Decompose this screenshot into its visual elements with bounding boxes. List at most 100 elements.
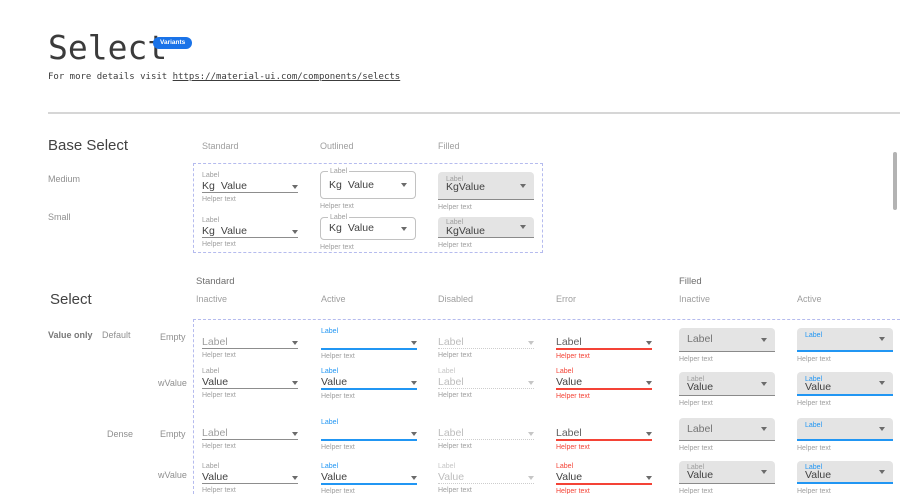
adornment-kg: Kg xyxy=(329,222,342,234)
column-header-filled-inactive: Inactive xyxy=(679,294,711,304)
select-section-heading: Select xyxy=(50,291,92,308)
helper-text: Helper text xyxy=(321,488,355,494)
dropdown-arrow-icon xyxy=(292,230,298,234)
float-label: Label xyxy=(202,217,220,224)
helper-text: Helper text xyxy=(321,444,355,451)
select-value: Value xyxy=(202,376,229,388)
base-select-filled-small[interactable]: Label KgValue Helper text xyxy=(438,217,534,249)
base-select-heading: Base Select xyxy=(48,137,129,154)
select-standard-active-wvalue[interactable]: Label Value Helper text xyxy=(321,367,417,400)
select-filled-active-wvalue[interactable]: Label Value Helper text xyxy=(797,372,893,407)
variants-badge[interactable]: Variants xyxy=(153,36,193,49)
column-header-filled: Filled xyxy=(438,141,460,151)
select-standard-error-wvalue[interactable]: Label Value Helper text xyxy=(556,367,652,400)
select-filled-inactive-wvalue-dense[interactable]: Label Value Helper text xyxy=(679,461,775,494)
select-placeholder: Label xyxy=(438,427,464,439)
helper-text: Helper text xyxy=(202,443,236,450)
underline xyxy=(556,388,652,390)
underline xyxy=(202,483,298,484)
float-label: Label xyxy=(687,464,705,471)
select-value: Value xyxy=(202,471,229,483)
float-label: Label xyxy=(805,422,823,429)
base-select-outlined-small[interactable]: Label Kg Value Helper text xyxy=(320,213,416,251)
dropdown-arrow-icon xyxy=(761,337,767,342)
dropdown-arrow-icon xyxy=(879,426,885,431)
underline xyxy=(556,348,652,350)
helper-text: Helper text xyxy=(202,241,236,248)
select-value: Value xyxy=(805,469,832,481)
helper-text: Helper text xyxy=(797,356,831,363)
float-label: Label xyxy=(438,368,456,375)
select-filled-active-wvalue-dense[interactable]: Label Value Helper text xyxy=(797,461,893,494)
select-filled-active-empty[interactable]: Label Helper text xyxy=(797,328,893,363)
select-standard-active-empty[interactable]: Label Helper text xyxy=(321,327,417,360)
underline xyxy=(321,439,417,441)
group-header-standard: Standard xyxy=(196,276,235,287)
base-select-outlined-medium[interactable]: Label Kg Value Helper text xyxy=(320,167,416,210)
select-standard-error-empty[interactable]: Label Helper text xyxy=(556,327,652,360)
underline xyxy=(321,388,417,390)
float-label: Label xyxy=(321,419,339,426)
helper-text: Helper text xyxy=(556,393,590,400)
underline xyxy=(438,439,534,440)
scrollbar-thumb[interactable] xyxy=(893,152,897,210)
select-standard-active-empty-dense[interactable]: Label Helper text xyxy=(321,418,417,451)
base-select-filled-medium[interactable]: Label KgValue Helper text xyxy=(438,172,534,211)
select-standard-inactive-empty-dense[interactable]: Label Helper text xyxy=(202,418,298,450)
select-standard-disabled-wvalue: Label Label Helper text xyxy=(438,367,534,399)
helper-text: Helper text xyxy=(202,392,236,399)
underline xyxy=(438,388,534,389)
dropdown-arrow-icon xyxy=(528,341,534,345)
dropdown-arrow-icon xyxy=(411,432,417,436)
base-select-standard-medium[interactable]: Label Kg Value Helper text xyxy=(202,171,298,203)
helper-text: Helper text xyxy=(556,353,590,360)
helper-text: Helper text xyxy=(202,487,236,494)
helper-text: Helper text xyxy=(438,242,472,249)
select-placeholder: Label xyxy=(556,427,582,439)
select-standard-inactive-wvalue-dense[interactable]: Label Value Helper text xyxy=(202,462,298,494)
dropdown-arrow-icon xyxy=(879,469,885,474)
select-standard-active-wvalue-dense[interactable]: Label Value Helper text xyxy=(321,462,417,494)
helper-text: Helper text xyxy=(556,444,590,451)
header-divider xyxy=(48,112,900,114)
select-placeholder: Label xyxy=(687,333,713,345)
select-filled-active-empty-dense[interactable]: Label Helper text xyxy=(797,418,893,452)
float-label: Label xyxy=(805,332,823,339)
select-value: Value xyxy=(438,471,465,483)
select-placeholder: Label xyxy=(687,422,713,435)
select-filled-inactive-wvalue[interactable]: Label Value Helper text xyxy=(679,372,775,407)
float-label xyxy=(202,327,298,336)
dropdown-arrow-icon xyxy=(646,381,652,385)
group-header-filled: Filled xyxy=(679,276,702,287)
select-filled-inactive-empty[interactable]: Label Helper text xyxy=(679,328,775,363)
dropdown-arrow-icon xyxy=(528,432,534,436)
select-standard-inactive-empty[interactable]: Label Helper text xyxy=(202,327,298,359)
select-placeholder: Label xyxy=(202,427,228,439)
select-standard-inactive-wvalue[interactable]: Label Value Helper text xyxy=(202,367,298,399)
select-value: KgValue xyxy=(446,181,485,193)
row-label-empty-dense: Empty xyxy=(160,429,186,439)
select-standard-disabled-empty: Label Helper text xyxy=(438,327,534,359)
dropdown-arrow-icon xyxy=(411,341,417,345)
outlined-legend: Label xyxy=(328,167,350,176)
select-standard-disabled-wvalue-dense: Label Value Helper text xyxy=(438,462,534,494)
underline xyxy=(438,348,534,349)
details-prefix: For more details visit xyxy=(48,72,168,82)
select-standard-error-wvalue-dense[interactable]: Label Value Helper text xyxy=(556,462,652,494)
select-value: Value xyxy=(687,381,714,393)
select-value: Value xyxy=(556,471,583,483)
adornment-kg: Kg xyxy=(446,181,459,193)
details-link[interactable]: https://material-ui.com/components/selec… xyxy=(172,72,401,82)
row-label-default: Default xyxy=(102,330,131,340)
helper-text: Helper text xyxy=(679,445,713,452)
column-header-disabled: Disabled xyxy=(438,294,474,304)
float-label: Label xyxy=(202,368,220,375)
float-label: Label xyxy=(438,463,456,470)
select-filled-inactive-empty-dense[interactable]: Label Helper text xyxy=(679,418,775,452)
select-standard-error-empty-dense[interactable]: Label Helper text xyxy=(556,418,652,451)
helper-text: Helper text xyxy=(679,400,713,407)
base-select-standard-small[interactable]: Label Kg Value Helper text xyxy=(202,216,298,248)
select-placeholder: Label xyxy=(202,336,228,348)
